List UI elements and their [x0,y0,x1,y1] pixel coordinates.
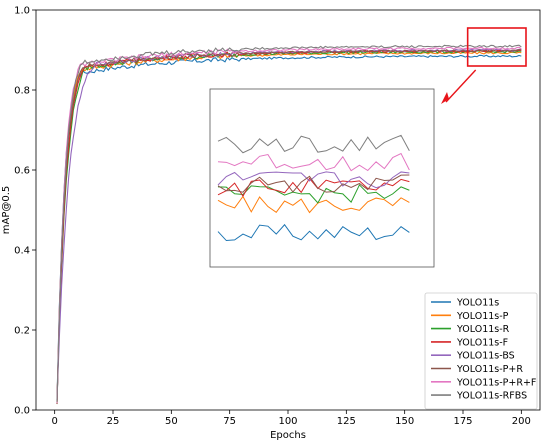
y-tick-label: 0.4 [14,246,30,257]
x-tick-label: 175 [453,416,472,427]
legend-box [424,292,538,410]
x-tick-label: 100 [278,416,297,427]
x-tick-label: 25 [107,416,120,427]
x-tick-label: 200 [512,416,531,427]
highlight-arrow [445,69,477,103]
series-lines [56,44,522,405]
inset-line-YOLO11s-RFBS [217,134,410,154]
inset-line-YOLO11s-R [217,184,410,204]
inset-line-YOLO11s-P [217,195,410,214]
x-tick-label: 0 [51,416,57,427]
inset-line-YOLO11s-BS [217,171,410,189]
legend-label: YOLO11s-F [456,337,508,348]
y-axis-ticks: 0.0 0.2 0.4 0.6 0.8 1.0 [14,6,36,417]
series-line-YOLO11s-RFBS [56,44,522,402]
y-tick-label: 1.0 [14,6,30,17]
x-axis-label: Epochs [270,430,306,441]
series-line-YOLO11s-P+R [56,49,522,405]
y-tick-label: 0.0 [14,406,30,417]
inset-line-YOLO11s-P+R+F [217,152,410,172]
highlight-rect [466,27,527,67]
inset-frame [209,88,435,268]
legend-label: YOLO11s [456,298,499,309]
legend-label: YOLO11s-P [456,311,509,322]
series-line-YOLO11s [56,54,522,401]
legend-label: YOLO11s-P+R+F [456,377,536,388]
series-line-YOLO11s-P+R+F [56,46,522,403]
x-axis-ticks: 0 25 50 75 100 125 150 175 200 [51,410,531,427]
y-tick-label: 0.8 [14,86,30,97]
legend-label: YOLO11s-P+R [456,364,523,375]
legend-label: YOLO11s-BS [456,351,515,362]
inset-line-YOLO11s-P+R [217,174,410,193]
x-tick-label: 50 [165,416,178,427]
legend-label: YOLO11s-RFBS [456,391,527,402]
legend: YOLO11s YOLO11s-P YOLO11s-R YOLO11s-F YOLO11… [424,292,538,410]
x-tick-label: 75 [223,416,236,427]
arrow-head [441,92,449,104]
y-tick-label: 0.6 [14,166,30,177]
zoom-inset [209,88,435,268]
x-tick-label: 125 [337,416,356,427]
highlight-box [441,27,527,104]
inset-line-YOLO11s [217,223,410,242]
y-axis-label: mAP@0.5 [1,186,12,235]
y-tick-label: 0.2 [14,326,30,337]
legend-label: YOLO11s-R [456,324,510,335]
x-tick-label: 150 [395,416,414,427]
